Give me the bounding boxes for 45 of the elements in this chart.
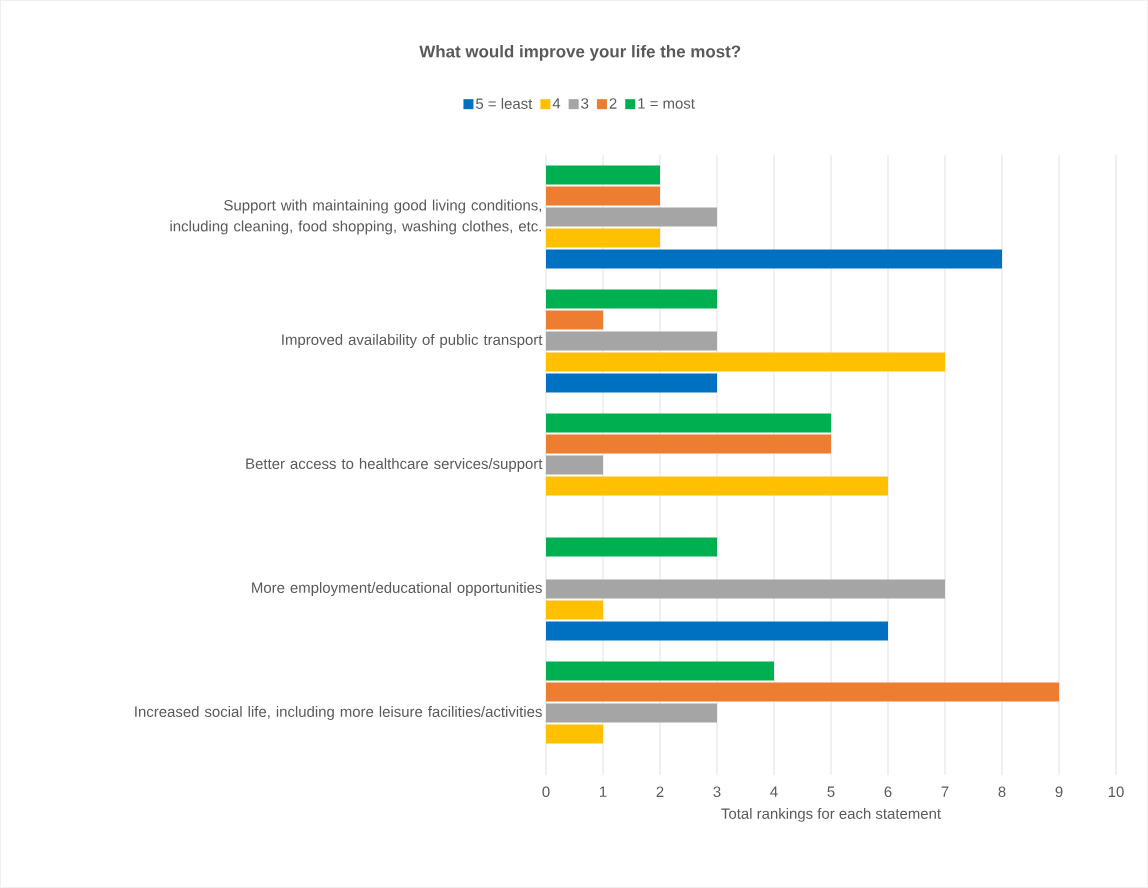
x-tick-label: 9 (1055, 786, 1063, 798)
x-tick-label: 10 (1108, 786, 1124, 798)
x-tick-label: 6 (884, 786, 892, 798)
bar (546, 373, 717, 393)
x-tick-label: 1 (599, 786, 607, 797)
bar (546, 703, 717, 723)
bar (546, 249, 1002, 269)
bar (546, 207, 717, 227)
bar (546, 434, 831, 454)
x-tick-label: 3 (713, 786, 721, 798)
legend-label: 5 = least (476, 98, 533, 109)
bar (546, 600, 603, 620)
y-tick-label: Better access to healthcare services/support (246, 458, 543, 472)
bar (546, 289, 717, 309)
bar (546, 165, 660, 185)
bar (546, 310, 603, 330)
y-tick-label: Improved availability of public transport (282, 334, 543, 348)
legend-label: 2 (609, 98, 617, 109)
bar (546, 621, 888, 641)
y-tick-label: Increased social life, including more leisure facilities/activities (135, 706, 542, 720)
bar (546, 331, 717, 351)
legend-label: 3 (581, 98, 589, 109)
y-tick-label: More employment/educational opportunities (252, 582, 542, 596)
bar (546, 476, 888, 496)
x-tick-label: 2 (656, 786, 664, 797)
bar (546, 579, 945, 599)
bar (546, 682, 1060, 702)
x-tick-label: 4 (770, 786, 778, 797)
bar (546, 413, 831, 433)
chart-title: What would improve your life the most? (419, 45, 741, 61)
x-tick-label: 7 (941, 786, 949, 797)
x-axis-title: Total rankings for each statement (721, 807, 941, 822)
y-tick-label: Support with maintaining good living conditions, including cleaning, food shopping, washing clothes, etc. (170, 199, 542, 235)
x-tick-label: 8 (998, 786, 1006, 798)
bar (546, 724, 603, 744)
bar (546, 455, 603, 475)
bar (546, 537, 717, 557)
bar (546, 352, 945, 372)
bar (546, 186, 660, 206)
bar (546, 661, 774, 681)
legend-label: 1 = most (638, 98, 695, 109)
x-tick-label: 5 (827, 786, 835, 797)
legend-label: 4 (552, 98, 561, 109)
bar (546, 228, 660, 248)
x-tick-label: 0 (542, 786, 550, 798)
